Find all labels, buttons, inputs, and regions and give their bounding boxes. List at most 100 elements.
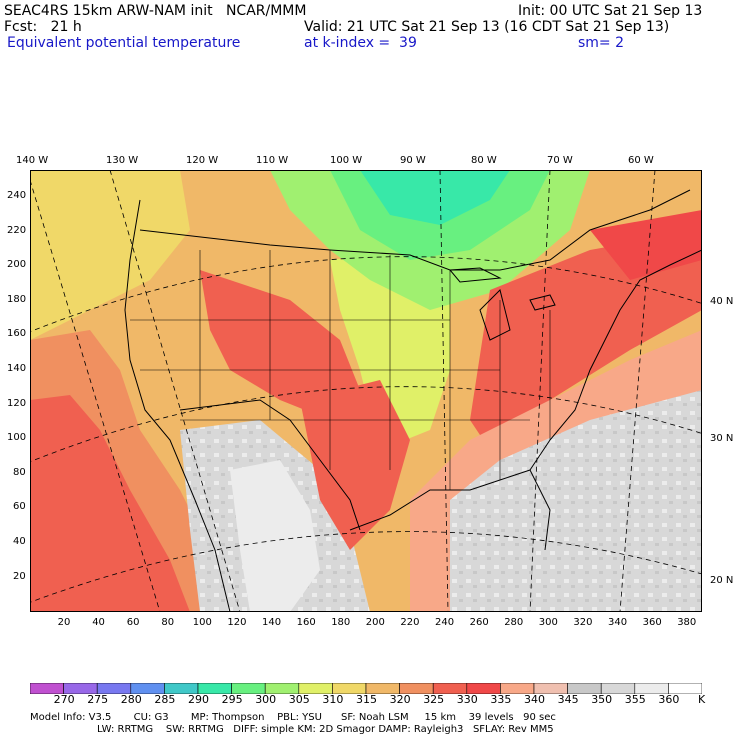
colorbar (30, 683, 702, 694)
grid-y-label: 40 (13, 536, 26, 547)
valid-time: Valid: 21 UTC Sat 21 Sep 13 (16 CDT Sat … (304, 19, 670, 35)
west-coast (124, 199, 231, 612)
longitude-label: 140 W (16, 155, 49, 166)
gulf-coast (349, 469, 551, 551)
grid-x-label: 40 (92, 617, 105, 628)
grid-y-label: 60 (13, 501, 26, 513)
colorbar-label: 350 (591, 693, 613, 706)
colorbar-label: 360 (658, 693, 680, 706)
colorbar-label: 330 (456, 693, 478, 706)
field-gulf-gray (450, 390, 702, 612)
lat-line-30 (30, 386, 702, 463)
colorbar-label: 335 (490, 693, 512, 706)
grid-x-label: 140 (262, 617, 282, 628)
lat-line-40 (30, 256, 702, 333)
longitude-label: 100 W (330, 155, 363, 166)
colorbar-label: 355 (624, 693, 646, 706)
state-borders (130, 250, 551, 490)
grid-x-label: 380 (677, 617, 697, 628)
grid-y-label: 240 (7, 190, 27, 201)
grid-y-label: 140 (7, 363, 27, 374)
grid-x-label: 20 (57, 617, 71, 628)
grid-x-label: 80 (161, 617, 175, 628)
grid-x-label: 320 (573, 617, 593, 628)
colorbar-swatch (668, 683, 702, 694)
grid-x-label: 100 (192, 617, 212, 628)
atlantic-coast (529, 249, 702, 471)
lake-erie (529, 294, 556, 311)
grid-y-label: 180 (7, 293, 27, 305)
longitude-label: 120 W (186, 155, 219, 166)
grid-x-label: 280 (504, 617, 524, 628)
field-ne-red (590, 210, 702, 280)
lake-superior (448, 267, 502, 283)
grid-y-label: 80 (13, 466, 26, 478)
lon-line-70 (619, 170, 656, 612)
latitude-label: 40 N (710, 296, 734, 307)
field-pacific-nw (30, 170, 190, 340)
colorbar-label: 340 (524, 693, 545, 706)
grid-x-label: 260 (469, 617, 489, 628)
lon-line-90 (439, 170, 449, 612)
field-rockies (200, 270, 360, 420)
grid-x-label: 240 (435, 617, 455, 628)
lat-line-20 (30, 531, 702, 603)
longitude-label: 90 W (400, 155, 426, 166)
grid-x-label: 120 (227, 617, 247, 628)
grid-x-label: 180 (331, 617, 351, 628)
mexico-border (179, 399, 361, 531)
grid-y-label: 160 (7, 328, 27, 340)
level-index: at k-index = 39 (304, 35, 417, 51)
colorbar-label: 280 (120, 693, 142, 706)
colorbar-label: 315 (356, 693, 377, 706)
lon-line-80 (529, 170, 551, 612)
grid-y-label: 20 (13, 570, 26, 582)
model-info-line1: Model Info: V3.5 CU: G3 MP: Thompson PBL… (30, 712, 556, 723)
theta-e-map (30, 170, 702, 612)
map-frame (30, 170, 702, 612)
grid-x-label: 160 (296, 617, 316, 628)
field-east-red (470, 230, 702, 450)
grid-y-label: 200 (7, 259, 27, 271)
grid-x-label: 220 (400, 617, 420, 628)
grid-x-label: 360 (642, 617, 662, 628)
model-info-line2: LW: RRTMG SW: RRTMG DIFF: simple KM: 2D … (97, 724, 554, 735)
colorbar-label: 310 (322, 693, 344, 706)
longitude-label: 130 W (106, 155, 139, 166)
colorbar-label: 325 (423, 693, 445, 706)
latitude-label: 20 N (710, 575, 734, 586)
colorbar-label: 270 (53, 693, 75, 706)
grid-x-label: 300 (538, 617, 558, 628)
longitude-label: 60 W (628, 155, 654, 166)
field-name: Equivalent potential temperature (7, 35, 241, 51)
colorbar-label: 320 (389, 693, 411, 706)
colorbar-label: 300 (255, 693, 277, 706)
init-time: Init: 00 UTC Sat 21 Sep 13 (518, 3, 703, 19)
grid-y-label: 220 (7, 224, 27, 236)
grid-x-label: 340 (608, 617, 628, 628)
longitude-label: 70 W (547, 155, 573, 166)
longitude-label: 80 W (471, 155, 497, 166)
canada-border (139, 189, 691, 271)
grid-y-label: 120 (7, 397, 27, 409)
latitude-label: 30 N (710, 433, 734, 444)
field-canada-teal (360, 170, 510, 225)
colorbar-unit: K (698, 693, 706, 706)
colorbar-label: 345 (557, 693, 579, 706)
latlon-grid (30, 170, 702, 612)
colorbar-label: 275 (87, 693, 109, 706)
colorbar-label: 295 (221, 693, 243, 706)
grid-x-label: 60 (126, 617, 140, 628)
field-mexico-light (230, 460, 320, 612)
grid-x-label: 200 (365, 617, 385, 628)
longitude-label: 110 W (256, 155, 289, 166)
field-baja (30, 395, 190, 612)
lake-michigan (479, 289, 511, 341)
forecast-hour: Fcst: 21 h (4, 19, 82, 35)
smoothing-value: sm= 2 (578, 35, 625, 51)
grid-y-label: 100 (7, 432, 27, 444)
colorbar-label: 290 (188, 693, 209, 706)
colorbar-label: 305 (288, 693, 310, 706)
lon-line-110 (109, 170, 241, 612)
model-title: SEAC4RS 15km ARW-NAM init NCAR/MMM (4, 3, 307, 19)
